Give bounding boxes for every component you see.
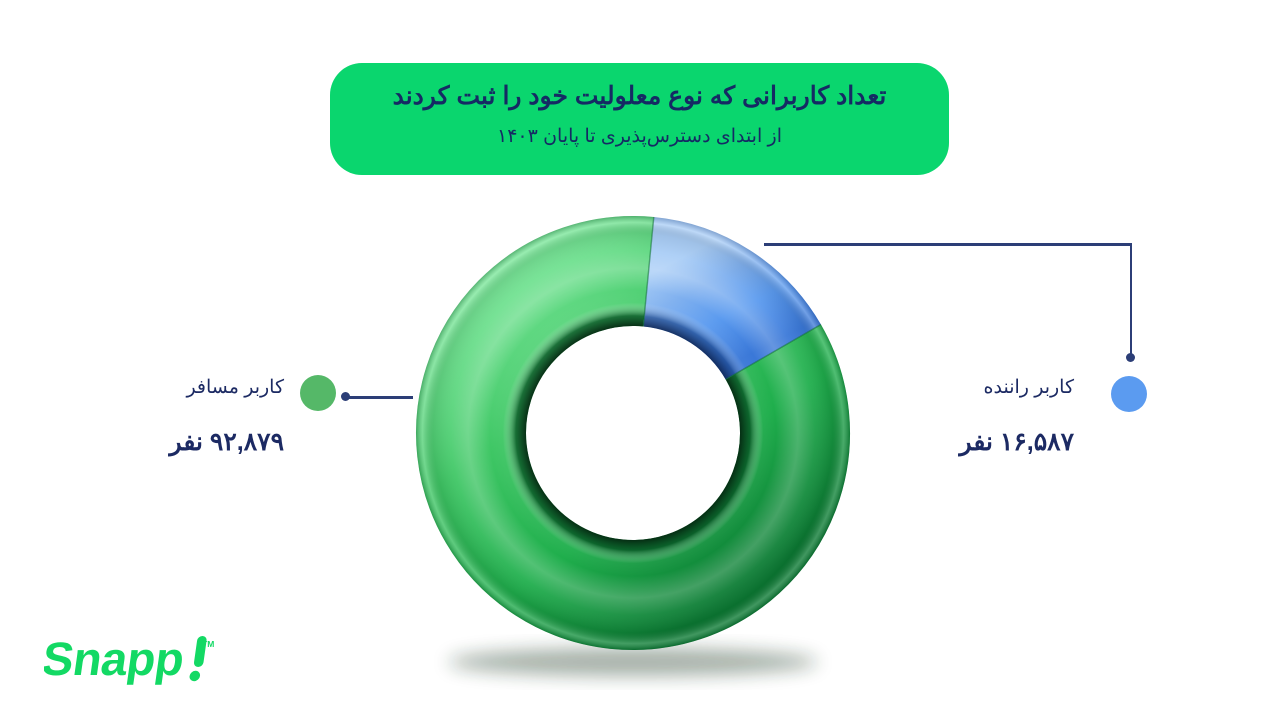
svg-text:Snapp: Snapp — [44, 634, 187, 686]
